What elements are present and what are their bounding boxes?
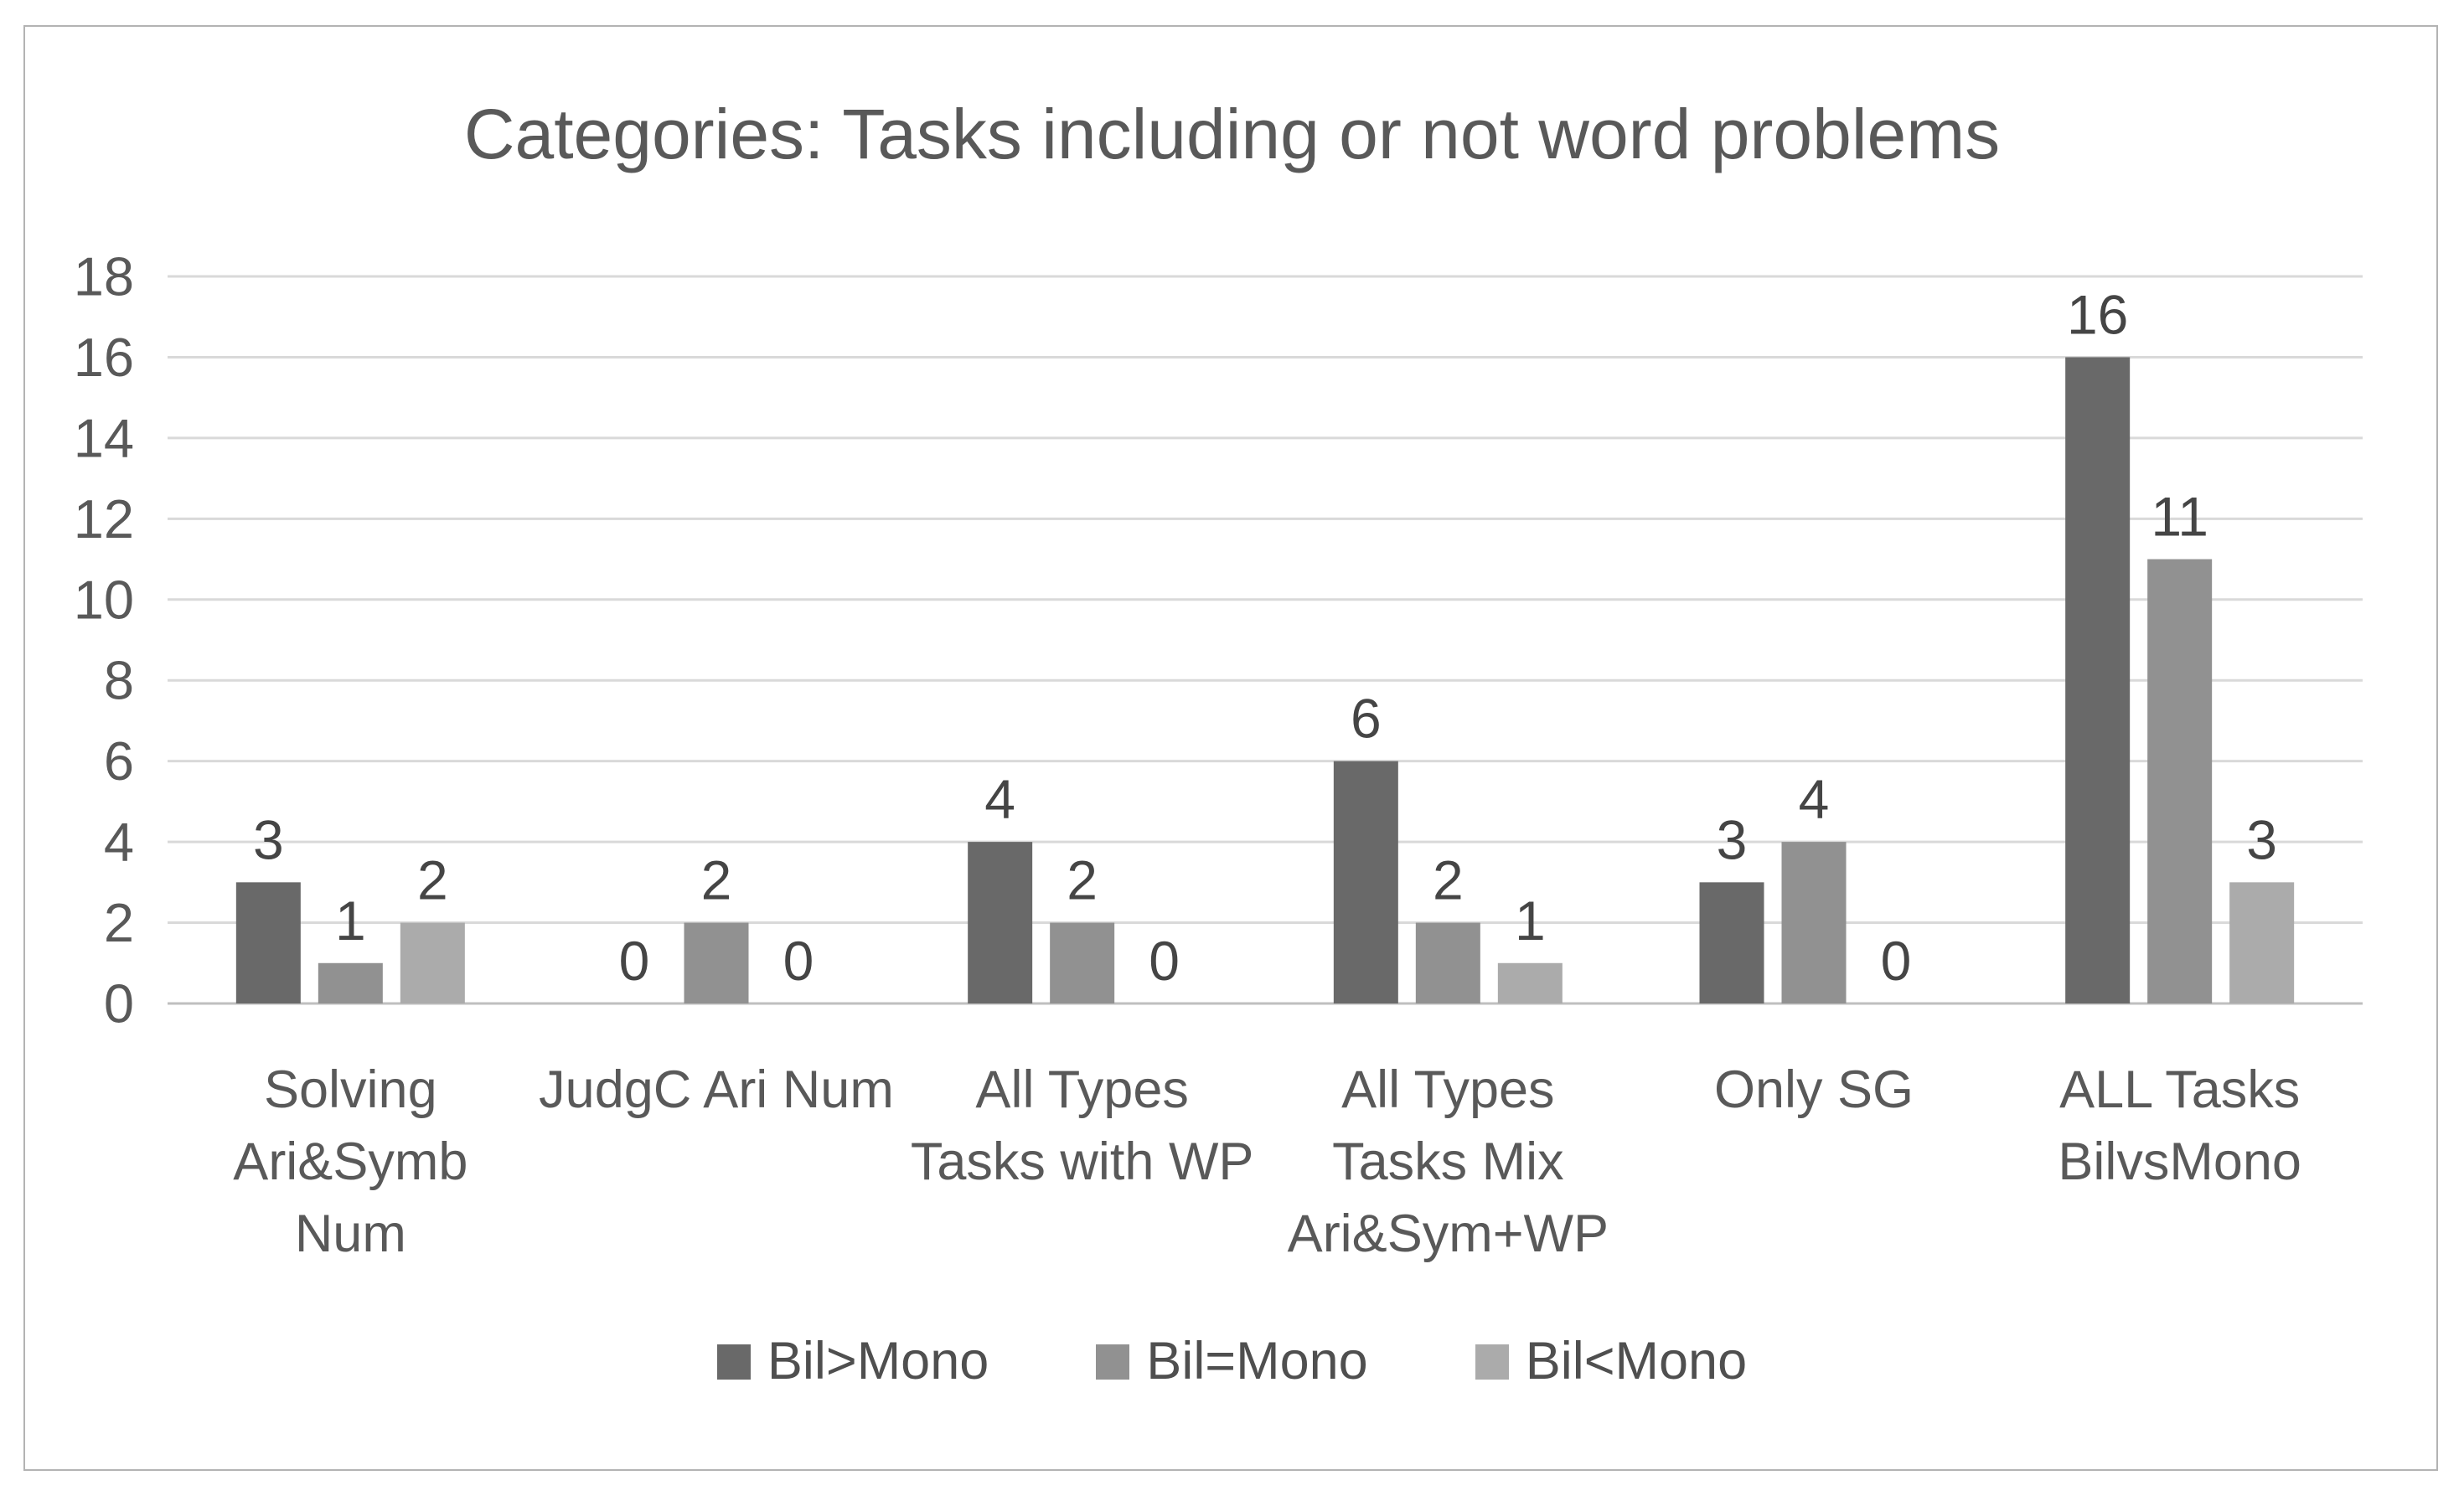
category-label-0-line1: Ari&Symb bbox=[233, 1132, 467, 1191]
chart-title: Categories: Tasks including or not word … bbox=[463, 95, 2001, 173]
bar-value-label: 4 bbox=[984, 768, 1015, 830]
bar-value-label: 0 bbox=[1149, 930, 1180, 992]
legend-label: Bil=Mono bbox=[1146, 1332, 1368, 1390]
category-label-0-line2: Num bbox=[295, 1205, 406, 1263]
y-tick-4: 4 bbox=[104, 812, 134, 873]
bar-value-label: 16 bbox=[2067, 283, 2128, 345]
bar-Bil>Mono-cat0 bbox=[235, 882, 301, 1003]
bar-Bil<Mono-cat5 bbox=[2229, 882, 2295, 1003]
category-label-2-line0: All Types bbox=[975, 1060, 1188, 1119]
chart-frame bbox=[23, 25, 2438, 1471]
bar-value-label: 2 bbox=[1067, 849, 1098, 911]
y-tick-0: 0 bbox=[104, 973, 134, 1034]
bar-Bil>Mono-cat5 bbox=[2065, 357, 2131, 1003]
category-label-4-line0: Only SG bbox=[1714, 1060, 1914, 1119]
y-tick-12: 12 bbox=[74, 488, 134, 549]
y-tick-14: 14 bbox=[74, 407, 134, 468]
bar-Bil>Mono-cat3 bbox=[1333, 761, 1398, 1003]
category-label-0-line0: Solving bbox=[264, 1060, 437, 1119]
category-label-2-line1: Tasks with WP bbox=[911, 1132, 1254, 1191]
bar-Bil=Mono-cat3 bbox=[1415, 922, 1480, 1003]
bar-value-label: 2 bbox=[417, 849, 448, 911]
bar-Bil>Mono-cat2 bbox=[968, 842, 1033, 1003]
y-tick-6: 6 bbox=[104, 730, 134, 792]
legend-marker-icon bbox=[1096, 1344, 1130, 1380]
bar-value-label: 2 bbox=[1433, 849, 1464, 911]
bar-value-label: 1 bbox=[1515, 890, 1546, 952]
y-tick-18: 18 bbox=[74, 246, 134, 307]
y-tick-10: 10 bbox=[74, 569, 134, 630]
bar-value-label: 1 bbox=[335, 890, 366, 952]
bar-value-label: 11 bbox=[2151, 486, 2208, 548]
bar-Bil=Mono-cat1 bbox=[684, 922, 749, 1003]
category-label-3-line0: All Types bbox=[1341, 1060, 1554, 1119]
category-label-3-line2: Ari&Sym+WP bbox=[1288, 1205, 1609, 1263]
bar-Bil=Mono-cat2 bbox=[1050, 922, 1115, 1003]
y-tick-16: 16 bbox=[74, 327, 134, 388]
bar-value-label: 0 bbox=[783, 930, 814, 992]
category-label-3-line1: Tasks Mix bbox=[1332, 1132, 1564, 1191]
bar-Bil=Mono-cat0 bbox=[318, 962, 383, 1003]
category-label-5-line1: BilvsMono bbox=[2058, 1132, 2301, 1191]
legend-item-1: Bil=Mono bbox=[1096, 1332, 1368, 1390]
legend-marker-icon bbox=[1475, 1344, 1509, 1380]
bar-value-label: 0 bbox=[619, 930, 650, 992]
bar-value-label: 3 bbox=[1717, 808, 1748, 870]
legend-label: Bil>Mono bbox=[767, 1332, 989, 1390]
bar-Bil<Mono-cat0 bbox=[400, 922, 465, 1003]
bar-value-label: 6 bbox=[1351, 688, 1382, 750]
legend-marker-icon bbox=[716, 1344, 751, 1380]
bar-value-label: 3 bbox=[2246, 808, 2277, 870]
legend-label: Bil<Mono bbox=[1525, 1332, 1748, 1390]
bar-Bil<Mono-cat3 bbox=[1497, 962, 1563, 1003]
bar-Bil=Mono-cat4 bbox=[1781, 842, 1847, 1003]
bar-value-label: 0 bbox=[1881, 930, 1912, 992]
chart-legend: Bil>Mono Bil=Mono Bil<Mono bbox=[0, 1335, 2464, 1388]
category-label-1-line0: JudgC Ari Num bbox=[539, 1060, 894, 1119]
legend-item-0: Bil>Mono bbox=[716, 1332, 989, 1390]
y-tick-8: 8 bbox=[104, 650, 134, 711]
bar-value-label: 3 bbox=[253, 808, 284, 870]
legend-item-2: Bil<Mono bbox=[1475, 1335, 1747, 1388]
bar-Bil>Mono-cat4 bbox=[1699, 882, 1764, 1003]
bar-value-label: 4 bbox=[1799, 768, 1830, 830]
y-tick-2: 2 bbox=[104, 892, 134, 953]
category-label-5-line0: ALL Tasks bbox=[2059, 1060, 2300, 1119]
bar-Bil=Mono-cat5 bbox=[2147, 559, 2213, 1003]
bar-value-label: 2 bbox=[701, 849, 732, 911]
